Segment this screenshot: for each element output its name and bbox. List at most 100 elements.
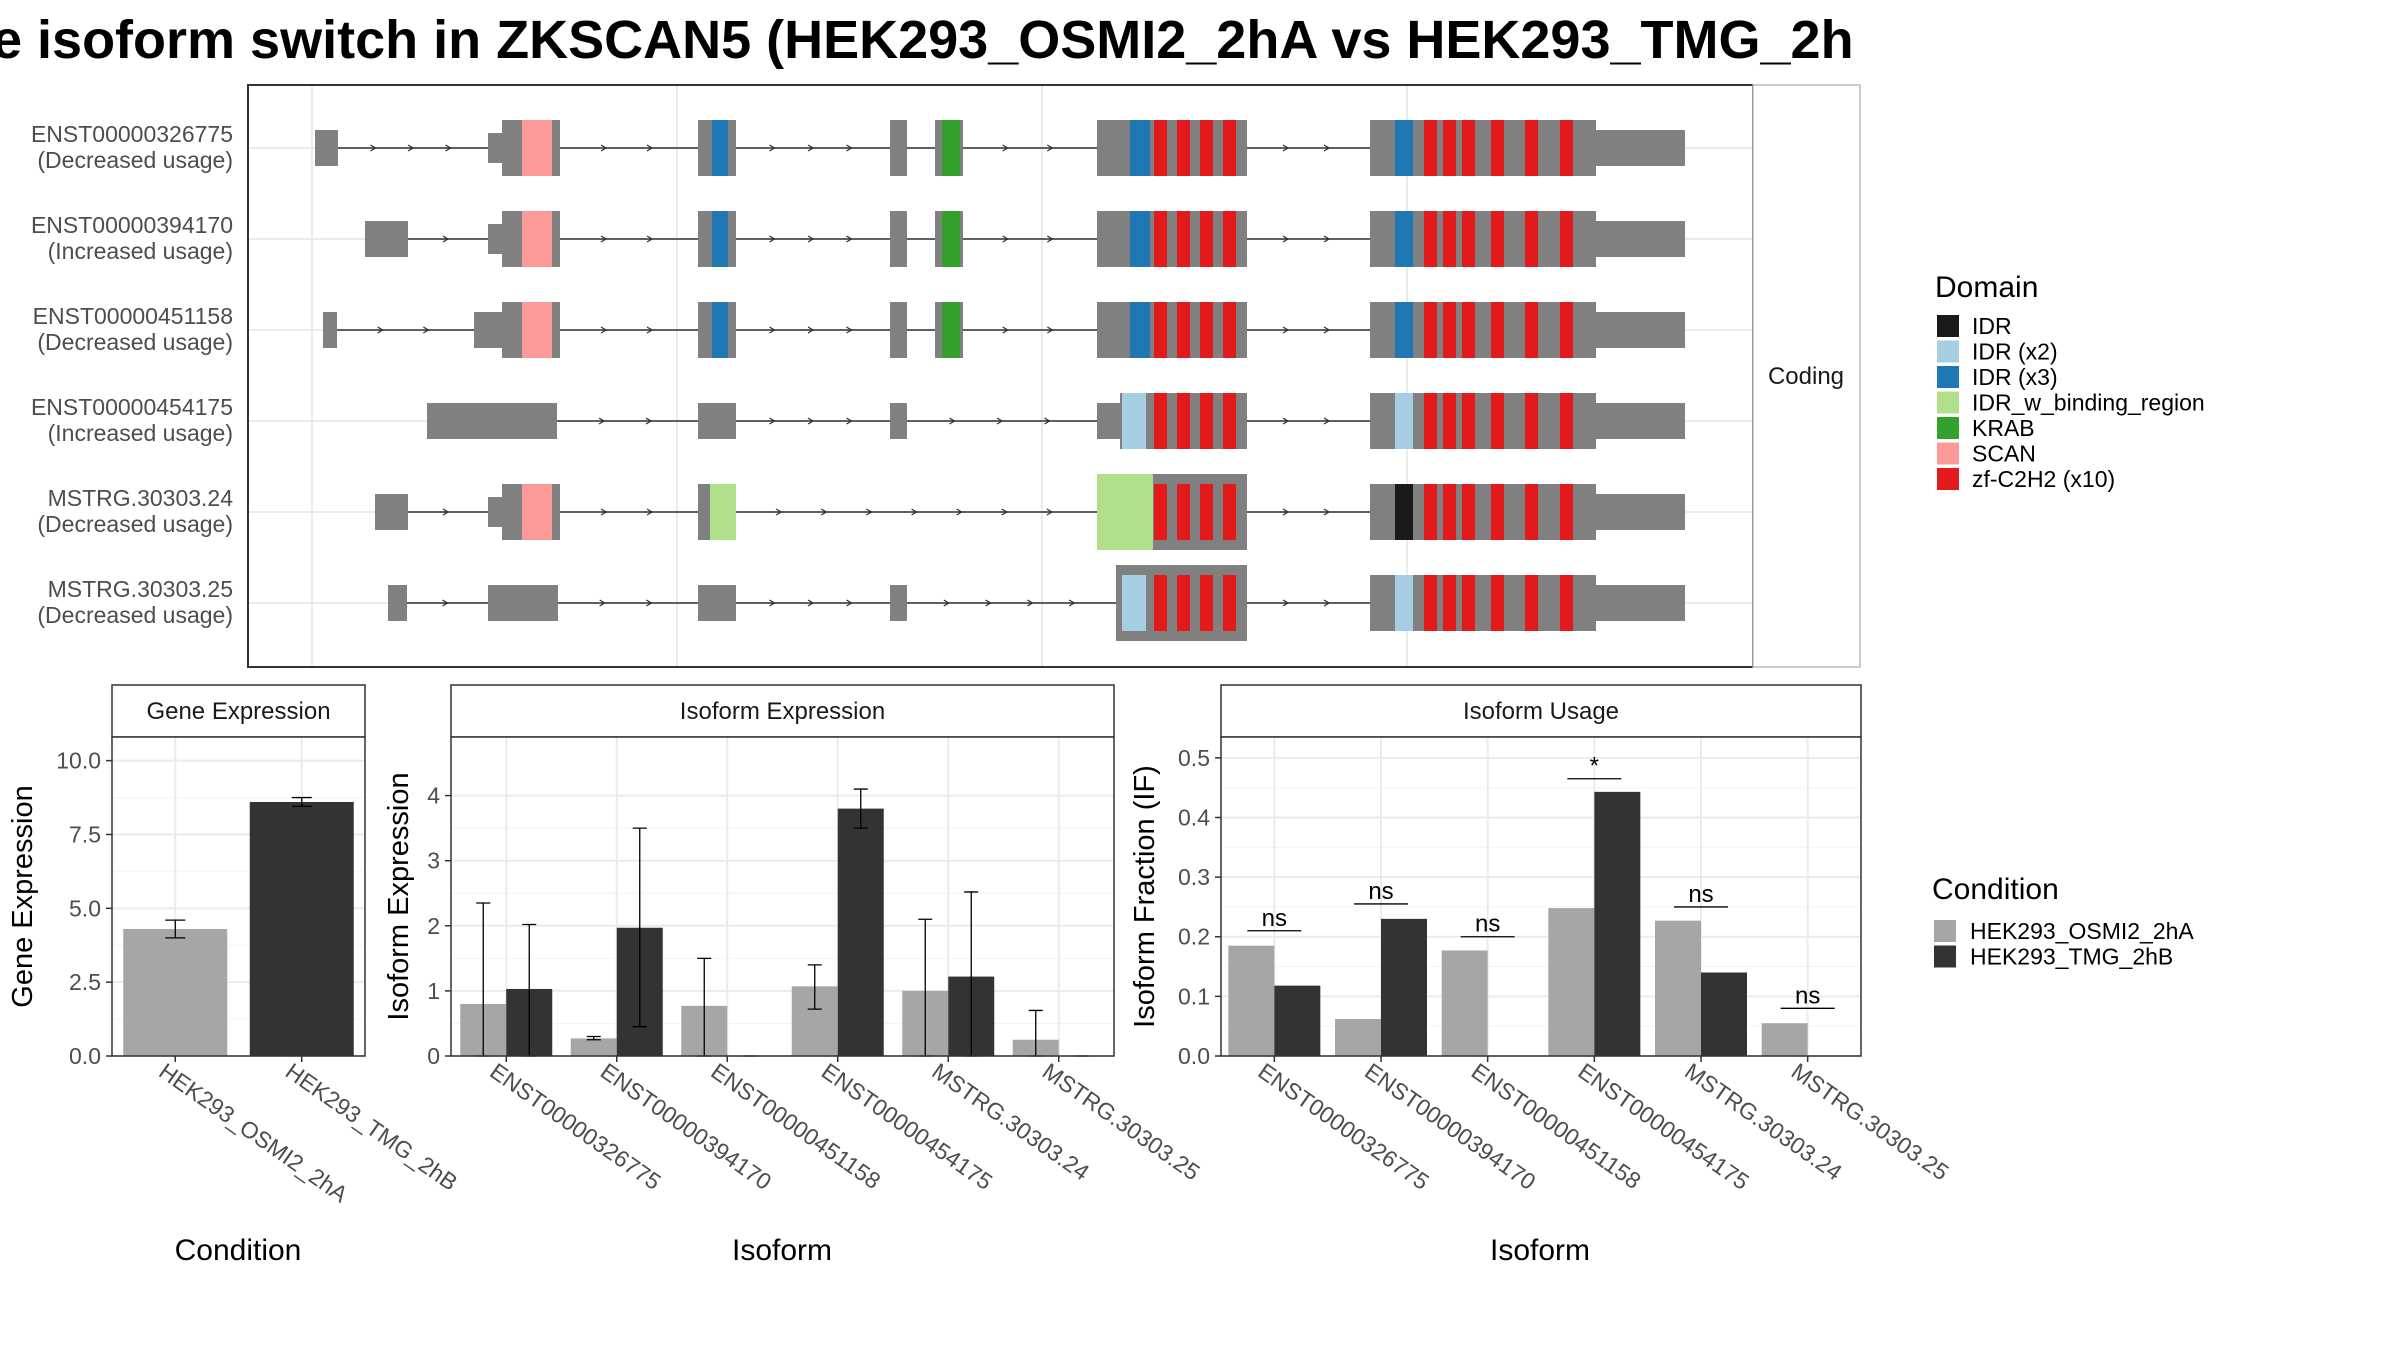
- isoform-labels: ENST00000326775 (Decreased usage) ENST0000…: [31, 121, 233, 628]
- transcript-track: [365, 211, 1685, 267]
- y-tick-label: 1: [427, 978, 440, 1004]
- error-bar: [632, 827, 647, 1028]
- bar: [1548, 908, 1595, 1056]
- intron-arrow: [769, 144, 776, 152]
- intron-arrow: [943, 599, 951, 607]
- domain-block: [522, 302, 552, 358]
- bar: [1335, 1019, 1381, 1056]
- zf-c2h2-domain: [1560, 484, 1573, 540]
- intron-arrow: [1323, 417, 1331, 425]
- intron-arrow: [645, 599, 653, 607]
- y-tick-label: 5.0: [69, 895, 101, 921]
- domain-block: [942, 120, 960, 176]
- exon: [474, 312, 502, 348]
- domain-block: [1395, 120, 1413, 176]
- isoform-label: ENST00000326775: [31, 121, 233, 147]
- intron-arrow: [996, 417, 1004, 425]
- exon: [1596, 221, 1685, 257]
- intron-arrow: [846, 599, 853, 607]
- intron-arrow: [820, 508, 828, 516]
- exon: [323, 312, 337, 348]
- zf-c2h2-domain: [1462, 393, 1475, 449]
- intron-arrow: [377, 326, 384, 334]
- y-tick-label: 2: [427, 913, 440, 939]
- bar: [1228, 945, 1275, 1056]
- zf-c2h2-domain: [1443, 484, 1456, 540]
- zf-c2h2-domain: [1491, 575, 1504, 631]
- intron-arrow: [1282, 599, 1290, 607]
- domain-block: [1097, 474, 1153, 550]
- intron-arrow: [599, 599, 606, 607]
- exon: [488, 497, 502, 527]
- domain-block: [942, 302, 960, 358]
- x-tick-label: ENST00000394170: [1360, 1058, 1540, 1195]
- domain-legend-title: Domain: [1935, 271, 2038, 304]
- zf-c2h2-domain: [1177, 575, 1190, 631]
- intron-arrow: [846, 417, 853, 425]
- zf-c2h2-domain: [1223, 393, 1236, 449]
- zf-c2h2-domain: [1560, 302, 1573, 358]
- transcript-track: [388, 565, 1685, 641]
- transcript-track: [427, 393, 1685, 449]
- domain-legend-swatch: [1937, 366, 1959, 388]
- bar: [1761, 1023, 1808, 1056]
- intron-arrow: [370, 144, 377, 152]
- domain-block: [942, 211, 960, 267]
- coding-strip: [1752, 84, 1861, 668]
- exon: [1097, 211, 1247, 267]
- zf-c2h2-domain: [1223, 575, 1236, 631]
- bar: [1594, 791, 1641, 1056]
- domain-legend-label: IDR_w_binding_region: [1972, 390, 2205, 416]
- intron-arrow: [1282, 144, 1290, 152]
- exon: [1596, 585, 1685, 621]
- panel-title: Isoform Expression: [680, 698, 885, 725]
- exon: [698, 403, 736, 439]
- domain-block: [712, 211, 728, 267]
- zf-c2h2-domain: [1462, 575, 1475, 631]
- zf-c2h2-domain: [1443, 393, 1456, 449]
- zf-c2h2-domain: [1177, 302, 1190, 358]
- intron-arrow: [769, 417, 776, 425]
- y-tick-label: 0.0: [1178, 1043, 1210, 1069]
- domain-block: [1395, 211, 1413, 267]
- bar: [1274, 985, 1321, 1056]
- zf-c2h2-domain: [1200, 575, 1213, 631]
- zf-c2h2-domain: [1491, 302, 1504, 358]
- zf-c2h2-domain: [1525, 120, 1538, 176]
- zf-c2h2-domain: [1177, 484, 1190, 540]
- intron-arrow: [769, 599, 776, 607]
- intron-arrow: [600, 508, 608, 516]
- intron-arrow: [1323, 235, 1331, 243]
- intron-arrow: [645, 417, 653, 425]
- zf-c2h2-domain: [1223, 211, 1236, 267]
- y-tick-label: 0.5: [1178, 745, 1210, 771]
- domain-block: [1395, 393, 1413, 449]
- intron-arrow: [442, 508, 450, 516]
- isoform-usage-label: (Decreased usage): [37, 329, 233, 355]
- y-axis-title: Gene Expression: [7, 785, 39, 1007]
- y-tick-label: 2.5: [69, 969, 101, 995]
- zf-c2h2-domain: [1462, 120, 1475, 176]
- intron-arrow: [1002, 326, 1009, 334]
- isoform-label: ENST00000454175: [31, 394, 233, 420]
- y-tick-label: 0.4: [1178, 804, 1210, 830]
- x-axis-title: Isoform: [732, 1234, 832, 1267]
- intron-arrow: [866, 508, 873, 516]
- intron-arrow: [1323, 508, 1331, 516]
- intron-arrow: [600, 326, 608, 334]
- intron-arrow: [646, 144, 654, 152]
- domain-block: [710, 484, 736, 540]
- exon: [890, 585, 907, 621]
- intron-arrow: [600, 235, 608, 243]
- exon: [1596, 403, 1685, 439]
- isoform-label: MSTRG.30303.25: [48, 576, 233, 602]
- x-tick-label: ENST00000454175: [1573, 1058, 1753, 1195]
- zf-c2h2-domain: [1462, 302, 1475, 358]
- zf-c2h2-domain: [1560, 393, 1573, 449]
- zf-c2h2-domain: [1200, 211, 1213, 267]
- domain-legend-label: IDR: [1972, 313, 2012, 339]
- y-tick-label: 0.3: [1178, 864, 1210, 890]
- condition-legend-swatch: [1934, 945, 1956, 968]
- bar: [1441, 950, 1488, 1056]
